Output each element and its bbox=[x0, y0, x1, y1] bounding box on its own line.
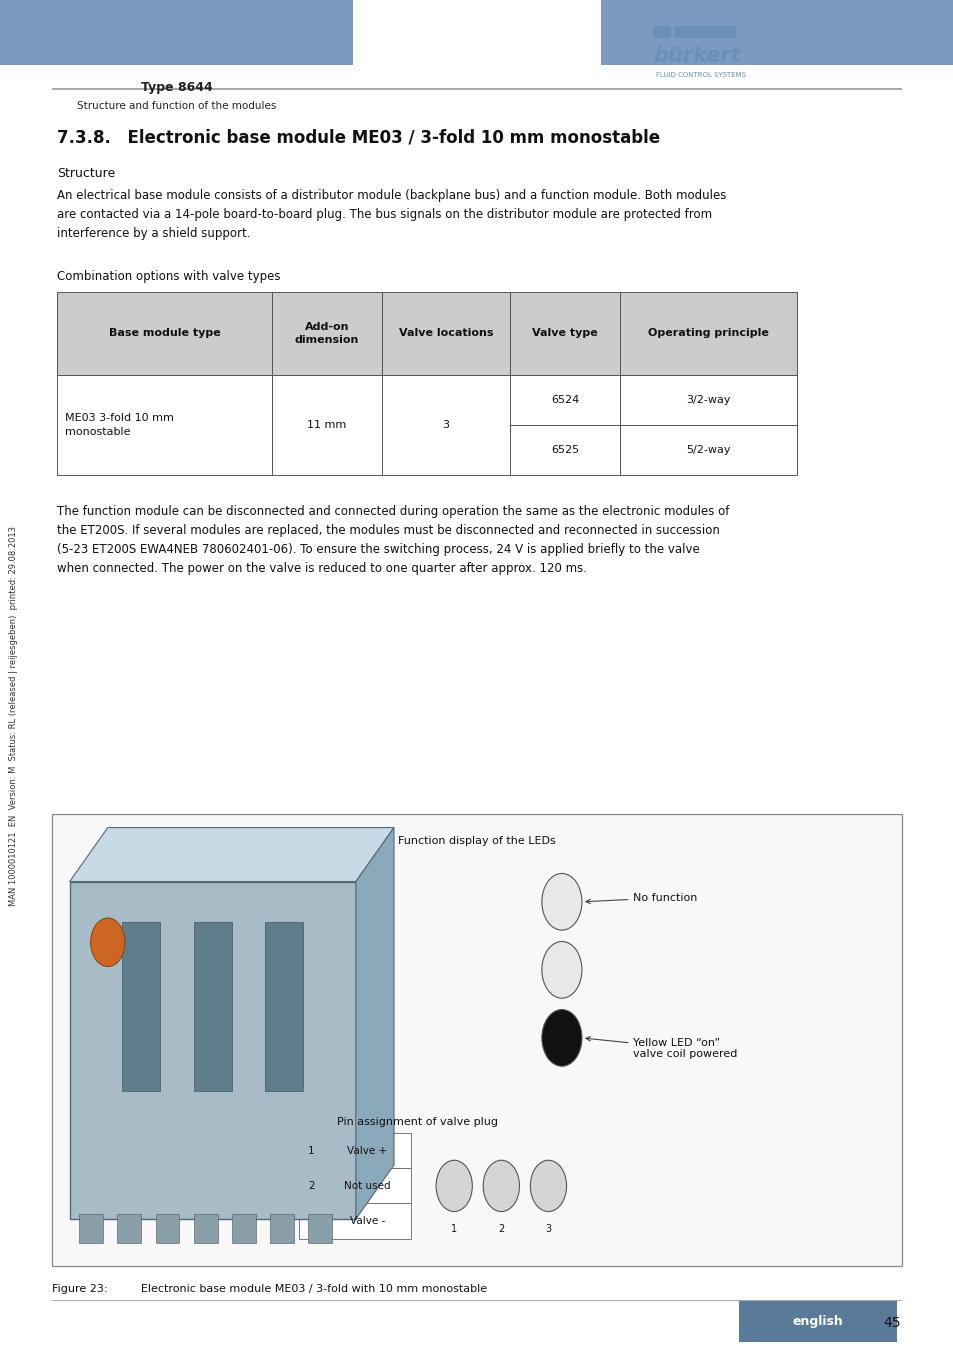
Text: 3: 3 bbox=[308, 1216, 314, 1226]
Text: 45: 45 bbox=[882, 1316, 900, 1330]
Bar bbox=[381, 375, 510, 475]
Text: 6524: 6524 bbox=[551, 396, 578, 405]
Bar bbox=[619, 292, 796, 375]
Circle shape bbox=[541, 1010, 581, 1066]
Text: english: english bbox=[792, 1315, 842, 1328]
Text: ME03 3-fold 10 mm
monostable: ME03 3-fold 10 mm monostable bbox=[65, 413, 173, 437]
Text: Operating principle: Operating principle bbox=[647, 328, 768, 339]
Bar bbox=[600, 0, 953, 65]
Text: Figure 23:   Electronic base module ME03 / 3-fold with 10 mm monostable: Figure 23: Electronic base module ME03 /… bbox=[52, 1284, 487, 1293]
Text: 2: 2 bbox=[308, 1181, 314, 1191]
Text: 5/2-way: 5/2-way bbox=[685, 446, 730, 455]
Bar bbox=[57, 292, 272, 375]
Bar bbox=[510, 292, 619, 375]
Bar bbox=[52, 89, 901, 90]
Text: Valve +: Valve + bbox=[347, 1146, 387, 1156]
Text: Combination options with valve types: Combination options with valve types bbox=[57, 270, 280, 284]
Bar bbox=[117, 1214, 141, 1243]
Text: MAN 1000010121  EN  Version: M  Status: RL (released | reijesgeben)  printed: 29: MAN 1000010121 EN Version: M Status: RL … bbox=[9, 525, 18, 906]
Text: Valve locations: Valve locations bbox=[398, 328, 493, 339]
Bar bbox=[653, 26, 670, 38]
Bar bbox=[270, 1214, 294, 1243]
Bar bbox=[232, 1214, 255, 1243]
Text: 11 mm: 11 mm bbox=[307, 420, 346, 431]
Text: Type 8644: Type 8644 bbox=[140, 81, 213, 95]
Bar bbox=[193, 922, 232, 1091]
Text: No function: No function bbox=[585, 892, 697, 903]
Bar bbox=[674, 26, 736, 38]
Circle shape bbox=[541, 941, 581, 998]
Bar bbox=[155, 1214, 179, 1243]
Bar bbox=[308, 1214, 332, 1243]
Text: 2: 2 bbox=[497, 1223, 504, 1234]
Text: Pin assignment of valve plug: Pin assignment of valve plug bbox=[336, 1116, 497, 1127]
Bar bbox=[298, 1203, 323, 1238]
Text: Base module type: Base module type bbox=[109, 328, 220, 339]
Circle shape bbox=[530, 1160, 566, 1211]
Bar bbox=[0, 0, 353, 65]
Text: Valve -: Valve - bbox=[350, 1216, 385, 1226]
Text: Structure and function of the modules: Structure and function of the modules bbox=[77, 101, 275, 111]
Bar bbox=[619, 375, 796, 425]
Text: FLUID CONTROL SYSTEMS: FLUID CONTROL SYSTEMS bbox=[656, 72, 745, 77]
Circle shape bbox=[91, 918, 125, 967]
Text: Add-on
dimension: Add-on dimension bbox=[294, 321, 358, 346]
Bar bbox=[70, 882, 355, 1219]
Text: 3/2-way: 3/2-way bbox=[685, 396, 730, 405]
Text: bürkert: bürkert bbox=[653, 46, 740, 66]
Bar bbox=[510, 375, 619, 425]
Bar bbox=[52, 1300, 901, 1301]
Text: 1: 1 bbox=[451, 1223, 456, 1234]
Circle shape bbox=[436, 1160, 472, 1211]
Bar bbox=[193, 1214, 217, 1243]
Bar bbox=[323, 1168, 411, 1203]
Bar bbox=[272, 375, 381, 475]
Text: Structure: Structure bbox=[57, 167, 115, 181]
Bar bbox=[381, 292, 510, 375]
Text: 3: 3 bbox=[545, 1223, 551, 1234]
Bar bbox=[323, 1203, 411, 1238]
Text: Function display of the LEDs: Function display of the LEDs bbox=[397, 836, 556, 845]
Bar bbox=[510, 425, 619, 475]
Circle shape bbox=[541, 873, 581, 930]
Text: 6525: 6525 bbox=[551, 446, 578, 455]
Text: Valve type: Valve type bbox=[532, 328, 598, 339]
Text: 7.3.8. Electronic base module ME03 / 3-fold 10 mm monostable: 7.3.8. Electronic base module ME03 / 3-f… bbox=[57, 128, 659, 146]
Text: Not used: Not used bbox=[344, 1181, 391, 1191]
Bar bbox=[298, 1133, 323, 1168]
Polygon shape bbox=[70, 828, 394, 882]
Text: Yellow LED “on”
valve coil powered: Yellow LED “on” valve coil powered bbox=[585, 1037, 737, 1060]
Circle shape bbox=[482, 1160, 518, 1211]
Bar bbox=[52, 814, 901, 1266]
Text: 1: 1 bbox=[308, 1146, 314, 1156]
Bar bbox=[265, 922, 303, 1091]
Text: The function module can be disconnected and connected during operation the same : The function module can be disconnected … bbox=[57, 505, 729, 575]
Polygon shape bbox=[355, 828, 394, 1219]
Bar bbox=[323, 1133, 411, 1168]
Text: 3: 3 bbox=[442, 420, 449, 431]
Bar bbox=[298, 1168, 323, 1203]
Bar bbox=[619, 425, 796, 475]
Text: An electrical base module consists of a distributor module (backplane bus) and a: An electrical base module consists of a … bbox=[57, 189, 726, 240]
Bar bbox=[739, 1301, 896, 1342]
Bar bbox=[272, 292, 381, 375]
Bar bbox=[122, 922, 160, 1091]
Bar bbox=[79, 1214, 103, 1243]
Bar bbox=[57, 375, 272, 475]
